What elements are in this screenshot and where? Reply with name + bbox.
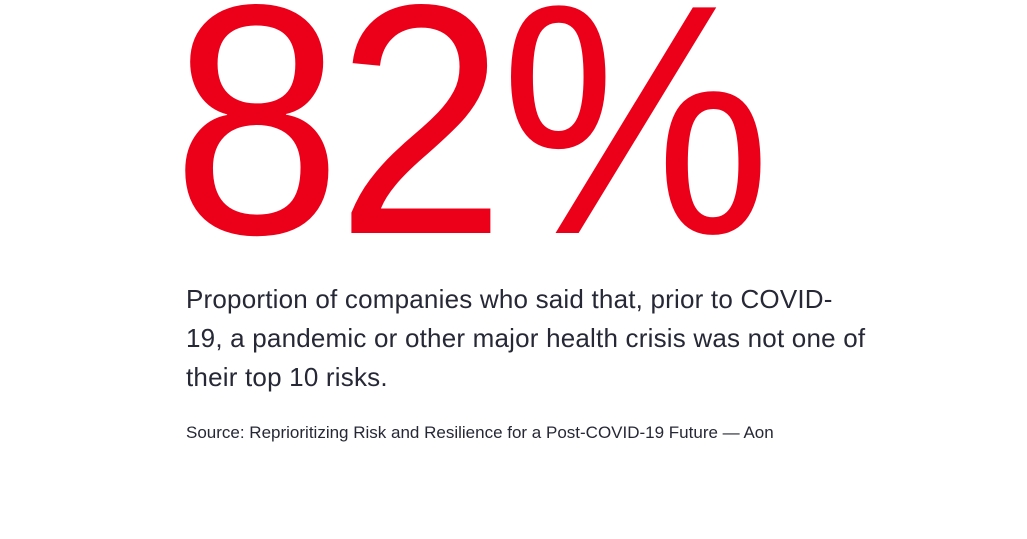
statistic-description: Proportion of companies who said that, p… <box>186 284 866 392</box>
source-citation: Source: Reprioritizing Risk and Resilien… <box>186 423 774 442</box>
headline-statistic: 82% <box>172 0 771 303</box>
